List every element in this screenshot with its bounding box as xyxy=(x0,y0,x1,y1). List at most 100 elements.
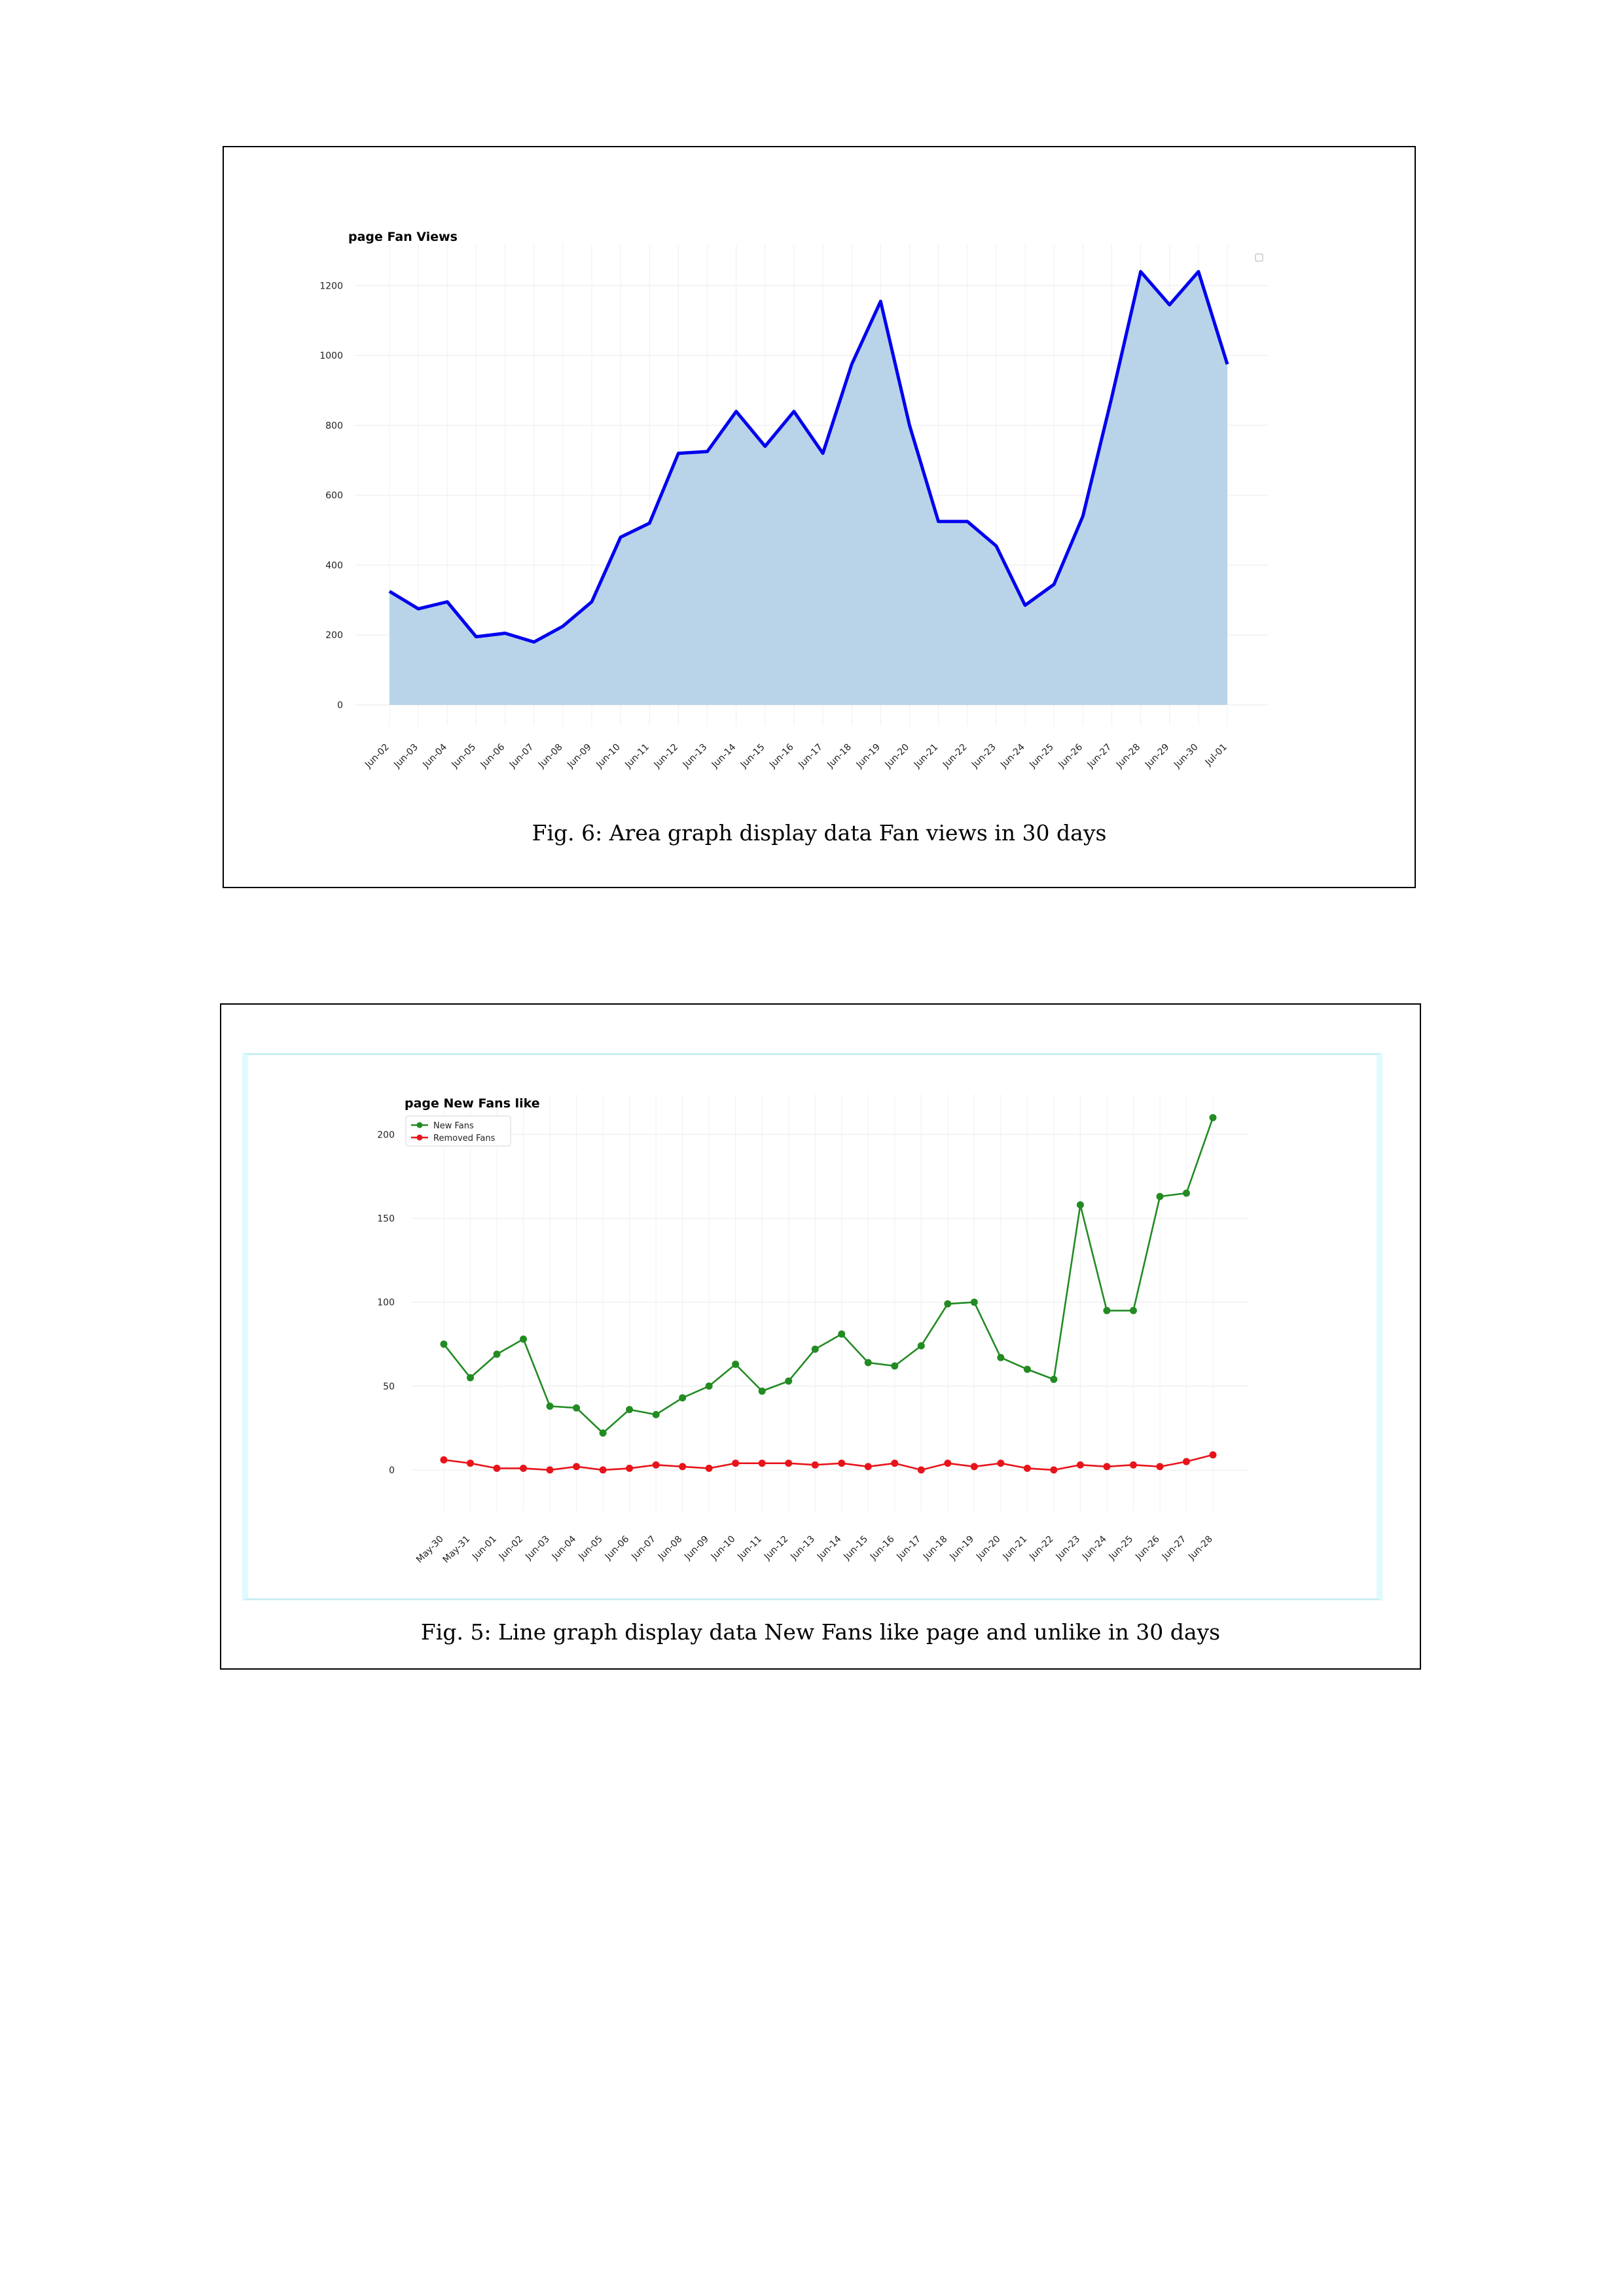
data-point xyxy=(997,1460,1005,1467)
data-point xyxy=(1076,1201,1084,1209)
x-tick-label: Jun-04 xyxy=(550,1534,579,1562)
x-tick-label: Jun-28 xyxy=(1114,742,1143,771)
x-tick-label: Jun-10 xyxy=(594,742,623,771)
x-tick-label: Jun-21 xyxy=(1001,1534,1030,1563)
y-tick-label: 800 xyxy=(325,421,343,431)
data-point xyxy=(1050,1466,1058,1474)
x-tick-label: Jun-11 xyxy=(623,742,651,771)
x-tick-label: Jun-15 xyxy=(841,1534,870,1563)
x-tick-label: Jun-30 xyxy=(1172,742,1200,771)
data-point xyxy=(467,1460,475,1467)
x-tick-label: Jul-01 xyxy=(1203,742,1229,768)
x-tick-label: Jun-13 xyxy=(788,1534,817,1563)
data-point xyxy=(1076,1461,1084,1469)
x-tick-label: Jun-25 xyxy=(1107,1534,1136,1563)
legend-label: Removed Fans xyxy=(433,1134,496,1143)
data-point xyxy=(811,1461,819,1469)
x-tick-label: Jun-15 xyxy=(738,742,767,771)
x-tick-label: Jun-04 xyxy=(420,742,449,770)
line-chart-new-fans: page New Fans like 0 50 100 150 200 May-30May-… xyxy=(377,1094,1248,1566)
x-tick-label: Jun-23 xyxy=(1054,1534,1083,1563)
series-line-1 xyxy=(443,1454,1214,1471)
data-point xyxy=(732,1360,740,1368)
data-point xyxy=(1050,1376,1058,1384)
data-point xyxy=(944,1300,952,1308)
y-tick-label: 150 xyxy=(377,1213,395,1224)
x-tick-label: Jun-27 xyxy=(1160,1534,1189,1563)
x-tick-label: Jun-27 xyxy=(1085,742,1114,771)
data-point xyxy=(864,1359,872,1367)
data-point xyxy=(917,1466,925,1474)
x-tick-label: Jun-24 xyxy=(998,742,1027,770)
x-tick-label: Jun-16 xyxy=(868,1534,897,1562)
data-point xyxy=(1156,1463,1164,1471)
x-tick-label: Jun-02 xyxy=(363,742,391,771)
y-tick-label: 600 xyxy=(325,491,343,501)
figure-new-fans: page New Fans like 0 50 100 150 200 May-30 May-… xyxy=(220,1003,1421,1670)
x-tick-label: Jun-05 xyxy=(576,1534,605,1563)
data-point xyxy=(626,1406,634,1414)
x-tick-label: Jun-14 xyxy=(710,742,738,770)
data-point xyxy=(1129,1461,1137,1469)
x-tick-label: Jun-24 xyxy=(1080,1534,1109,1562)
x-tick-label: Jun-22 xyxy=(1027,1534,1056,1563)
area-chart-fan-views: page Fan Views 0 200 400 600 800 1000 1200 Jun-0… xyxy=(319,230,1268,771)
y-tick-label: 1200 xyxy=(319,281,343,291)
x-tick-label: May-30 xyxy=(414,1534,446,1566)
x-tick-label: Jun-08 xyxy=(536,742,565,771)
data-point xyxy=(467,1374,475,1382)
data-point xyxy=(440,1340,448,1348)
x-tick-label: Jun-26 xyxy=(1056,742,1085,770)
data-point xyxy=(970,1463,978,1471)
data-point xyxy=(891,1362,899,1370)
chart-frame: page New Fans like 0 50 100 150 200 May-30 May-… xyxy=(242,1053,1382,1600)
data-point xyxy=(599,1466,607,1474)
x-tick-label: Jun-25 xyxy=(1027,742,1056,771)
data-point xyxy=(1103,1306,1111,1314)
data-point xyxy=(1156,1193,1164,1200)
data-point xyxy=(1209,1114,1217,1122)
figure-caption: Fig. 6: Area graph display data Fan view… xyxy=(532,820,1107,846)
x-tick-label: Jun-08 xyxy=(656,1534,685,1563)
data-point xyxy=(838,1460,846,1467)
y-tick-label: 1000 xyxy=(319,351,343,361)
x-tick-label: Jun-02 xyxy=(497,1534,526,1563)
data-point xyxy=(705,1382,713,1390)
x-tick-label: Jun-17 xyxy=(894,1534,923,1563)
data-point xyxy=(944,1460,952,1467)
x-tick-label: Jun-10 xyxy=(709,1534,738,1563)
x-tick-label: Jun-28 xyxy=(1186,1534,1215,1563)
series-line-0 xyxy=(442,1117,1214,1434)
y-tick-label: 200 xyxy=(377,1130,395,1140)
data-point xyxy=(811,1345,819,1353)
x-tick-label: May-31 xyxy=(441,1534,473,1566)
x-tick-label: Jun-19 xyxy=(854,742,883,771)
data-point xyxy=(864,1463,872,1471)
x-tick-label: Jun-09 xyxy=(565,742,594,771)
x-tick-label: Jun-20 xyxy=(974,1534,1003,1563)
data-point xyxy=(1182,1189,1190,1197)
x-tick-label: Jun-06 xyxy=(603,1534,632,1562)
data-point xyxy=(679,1463,687,1471)
data-point xyxy=(493,1350,501,1358)
y-tick-label: 0 xyxy=(389,1465,395,1476)
chart-title: page Fan Views xyxy=(348,230,458,244)
data-point xyxy=(1129,1306,1137,1314)
legend: New Fans Removed Fans xyxy=(405,1115,511,1147)
data-point xyxy=(785,1377,793,1385)
x-tick-label: Jun-26 xyxy=(1133,1534,1162,1562)
data-point xyxy=(652,1461,660,1469)
x-tick-label: Jun-19 xyxy=(948,1534,977,1563)
series-line xyxy=(388,270,1229,644)
legend-label: New Fans xyxy=(433,1121,474,1131)
data-point xyxy=(652,1410,660,1418)
x-tick-label: Jun-01 xyxy=(470,1534,499,1563)
legend-swatch-dot xyxy=(416,1122,423,1128)
x-tick-label: Jun-12 xyxy=(762,1534,791,1563)
x-tick-label: Jun-29 xyxy=(1143,742,1172,771)
data-point xyxy=(1103,1463,1111,1471)
x-tick-label: Jun-20 xyxy=(883,742,912,771)
x-tick-label: Jun-17 xyxy=(796,742,825,771)
data-point xyxy=(917,1342,925,1350)
y-tick-label: 100 xyxy=(377,1298,395,1308)
